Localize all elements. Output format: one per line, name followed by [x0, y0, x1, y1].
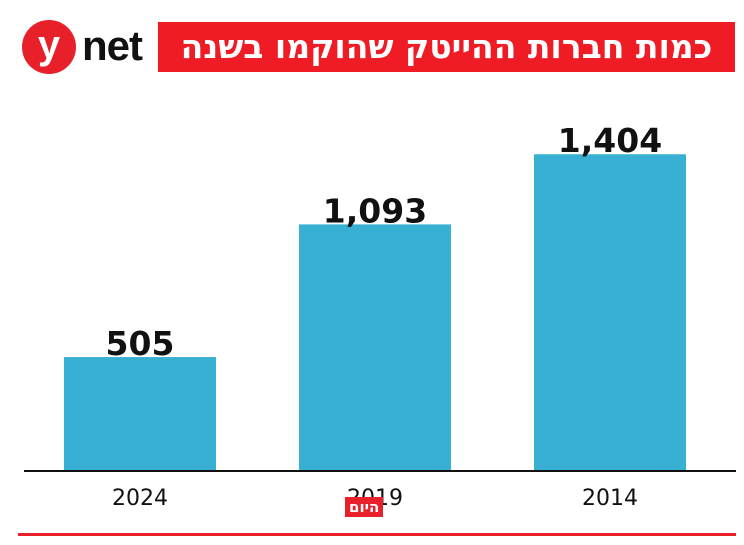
- ynet-logo-circle: [22, 20, 76, 74]
- ynet-logo: y net: [22, 20, 162, 76]
- bar-group: [64, 154, 686, 471]
- value-label-2024: 505: [106, 324, 175, 363]
- value-label-2019: 1,093: [323, 191, 427, 230]
- tick-label-2014: 2014: [582, 486, 638, 511]
- value-label-2014: 1,404: [558, 121, 662, 160]
- source-badge: היום: [345, 497, 384, 517]
- bar-2019: [299, 224, 451, 471]
- ynet-logo-mark: y: [37, 23, 61, 67]
- bar-2024: [64, 357, 216, 471]
- value-label-group: 505 1,093 1,404: [106, 121, 663, 363]
- chart-title: כמות חברות ההייטק שהוקמו בשנה: [158, 22, 735, 72]
- bar-2014: [534, 154, 686, 471]
- tick-label-2024: 2024: [112, 486, 168, 511]
- ynet-logo-word: net: [82, 22, 143, 69]
- footer-rule: [18, 533, 736, 536]
